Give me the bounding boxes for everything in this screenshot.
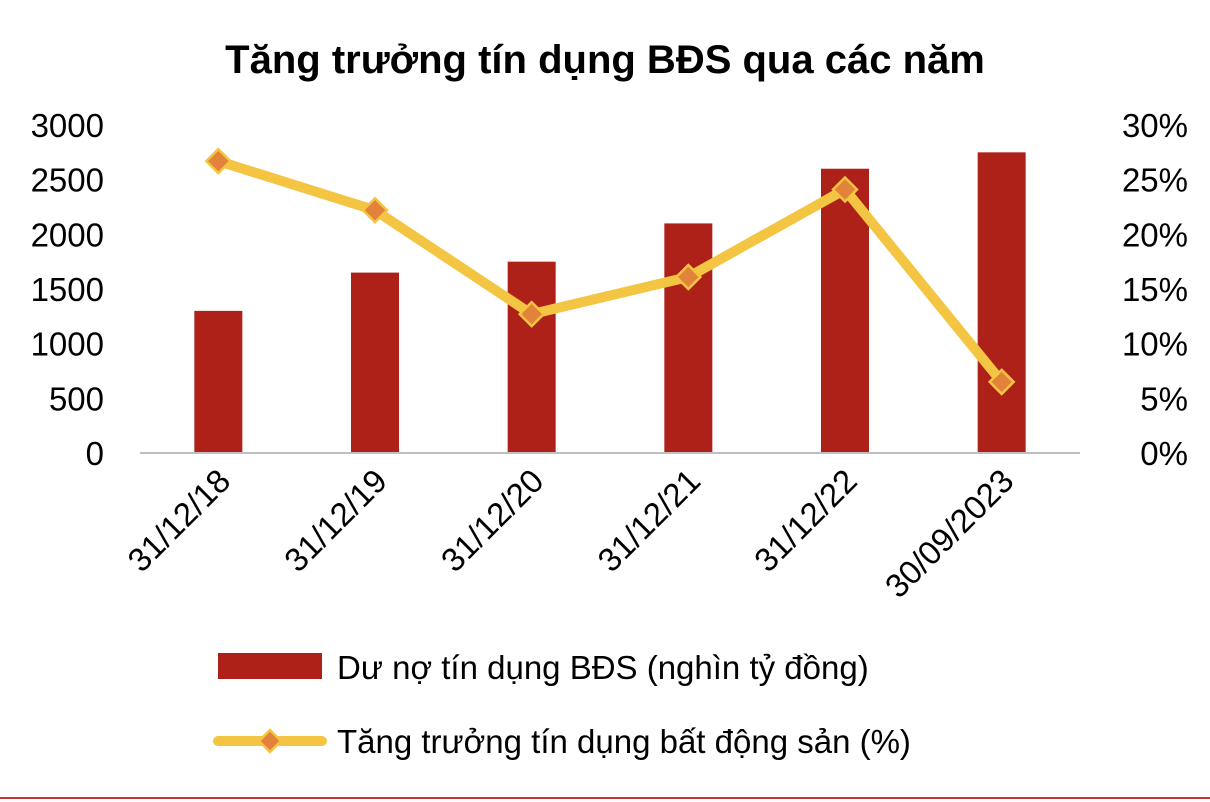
bar bbox=[351, 272, 399, 453]
y-left-tick-label: 0 bbox=[86, 435, 104, 472]
line-marker bbox=[517, 300, 546, 328]
bottom-divider bbox=[0, 797, 1210, 799]
y-left-tick-label: 500 bbox=[49, 380, 104, 417]
y-right-tick-label: 5% bbox=[1140, 380, 1188, 417]
y-right-tick-label: 15% bbox=[1122, 271, 1188, 308]
y-right-tick-label: 10% bbox=[1122, 326, 1188, 363]
x-tick-label: 31/12/22 bbox=[747, 462, 864, 579]
x-tick-label: 30/09/2023 bbox=[878, 462, 1021, 605]
y-right-tick-label: 25% bbox=[1122, 162, 1188, 199]
y-right-tick-label: 20% bbox=[1122, 216, 1188, 253]
legend-bar-swatch bbox=[218, 653, 322, 679]
line-marker bbox=[674, 263, 703, 291]
y-left-tick-label: 3000 bbox=[31, 107, 104, 144]
x-tick-label: 31/12/19 bbox=[277, 462, 394, 579]
bar bbox=[664, 223, 713, 453]
y-left-tick-label: 1000 bbox=[31, 326, 104, 363]
series-line bbox=[213, 156, 1007, 387]
x-tick-label: 31/12/21 bbox=[590, 462, 707, 579]
x-tick-label: 31/12/18 bbox=[120, 462, 237, 579]
line-marker bbox=[361, 196, 389, 225]
bar bbox=[507, 261, 556, 453]
legend-line-marker bbox=[257, 728, 283, 754]
y-left-tick-label: 1500 bbox=[31, 271, 104, 308]
line-marker bbox=[204, 147, 233, 175]
bar bbox=[194, 310, 243, 453]
chart-title: Tăng trưởng tín dụng BĐS qua các năm bbox=[225, 38, 985, 82]
legend-label: Dư nợ tín dụng BĐS (nghìn tỷ đồng) bbox=[337, 649, 869, 686]
y-left-tick-label: 2000 bbox=[31, 216, 104, 253]
y-right-tick-label: 0% bbox=[1140, 435, 1188, 472]
y-right-tick-label: 30% bbox=[1122, 107, 1188, 144]
legend-label: Tăng trưởng tín dụng bất động sản (%) bbox=[337, 723, 911, 760]
line-marker bbox=[987, 368, 1016, 396]
bar bbox=[977, 152, 1026, 454]
line-marker bbox=[831, 175, 859, 204]
x-tick-label: 31/12/20 bbox=[434, 462, 551, 579]
y-left-tick-label: 2500 bbox=[31, 162, 104, 199]
